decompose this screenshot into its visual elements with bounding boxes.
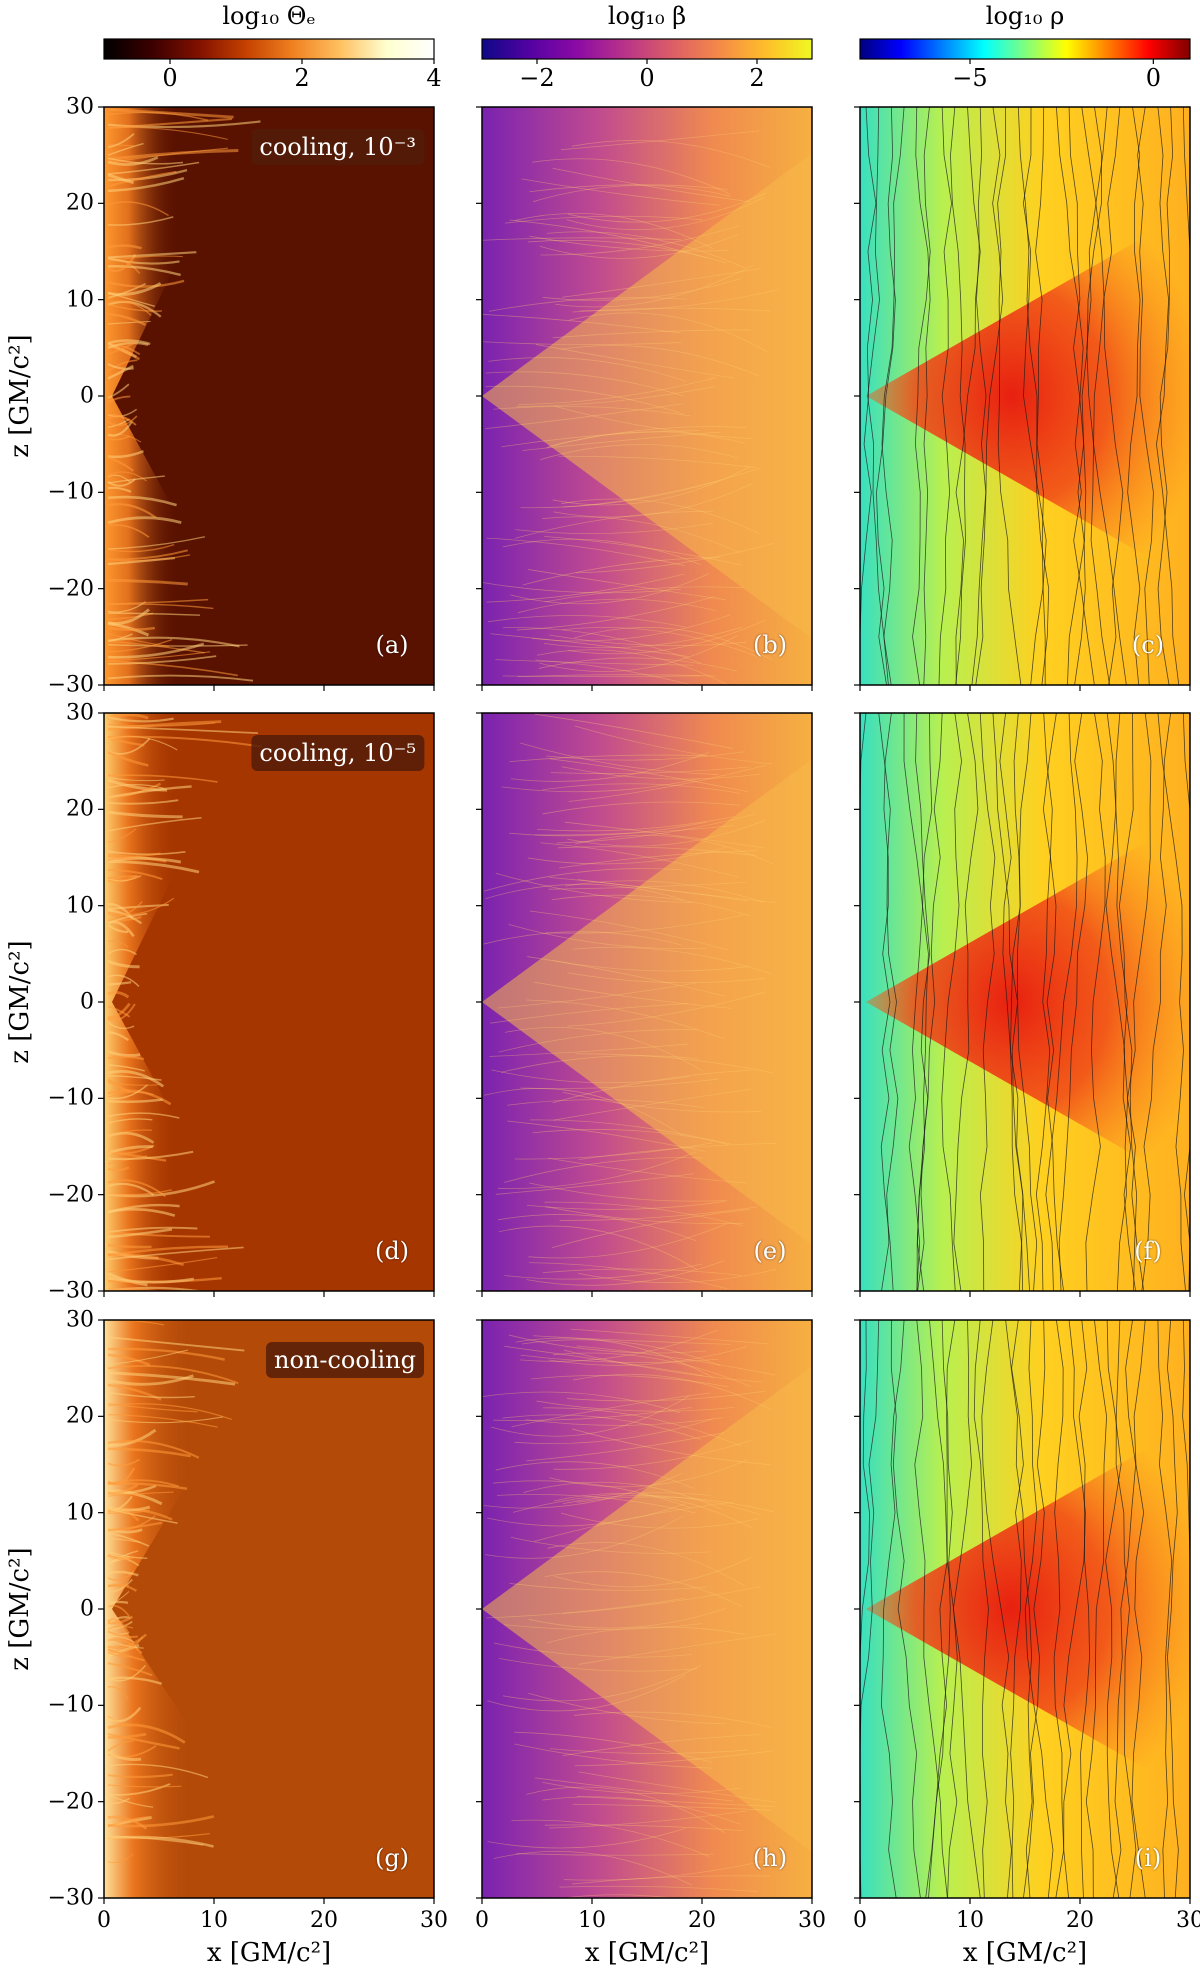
y-tick-label: −10 (47, 1085, 94, 1111)
panel-label: (b) (752, 631, 788, 659)
y-tick-label: 30 (66, 1307, 94, 1333)
colorbar-rho (859, 38, 1191, 60)
x-tick-label: 10 (578, 1908, 606, 1933)
colorbar-beta (481, 38, 813, 60)
y-tick-label: −30 (47, 1278, 94, 1304)
y-tick-label: 20 (66, 190, 94, 216)
panel-label: (d) (374, 1237, 410, 1265)
panel-label: (g) (374, 1844, 410, 1872)
x-tick-label: 20 (688, 1908, 716, 1933)
colorbar-theta (103, 38, 435, 60)
panel-label: (i) (1134, 1844, 1162, 1872)
panel-e (482, 713, 812, 1291)
panel-label: (h) (752, 1844, 788, 1872)
y-tick-label: 20 (66, 796, 94, 822)
x-axis-label: x [GM/c²] (962, 1938, 1088, 1968)
panel-h (482, 1320, 812, 1898)
x-axis-label: x [GM/c²] (206, 1938, 332, 1968)
colorbar-title-theta: log₁₀ Θₑ (222, 2, 316, 30)
panel-label: (e) (753, 1237, 787, 1265)
y-tick-label: 0 (80, 1596, 94, 1622)
y-tick-label: −10 (47, 1692, 94, 1718)
y-tick-label: −30 (47, 672, 94, 698)
panel-i (860, 1320, 1190, 1898)
colorbar-tick-label: 0 (1145, 64, 1161, 92)
colorbar-title-beta: log₁₀ β (607, 2, 687, 30)
row-condition-tag: cooling, 10⁻³ (251, 129, 424, 165)
panel-g (104, 1320, 434, 1898)
x-tick-label: 20 (310, 1908, 338, 1933)
y-tick-label: −20 (47, 1789, 94, 1815)
y-tick-label: 10 (66, 1500, 94, 1526)
y-tick-label: 30 (66, 700, 94, 726)
y-tick-label: 30 (66, 94, 94, 120)
y-axis-label: z [GM/c²] (5, 1547, 35, 1671)
x-axis-label: x [GM/c²] (584, 1938, 710, 1968)
panel-label: (a) (375, 631, 409, 659)
x-tick-label: 10 (200, 1908, 228, 1933)
y-tick-label: 0 (80, 383, 94, 409)
y-axis-label: z [GM/c²] (5, 334, 35, 458)
colorbar-tick-label: 0 (639, 64, 655, 92)
colorbar-tick-label: −5 (952, 64, 988, 92)
row-condition-tag: non-cooling (266, 1342, 424, 1378)
panel-b (482, 107, 812, 685)
colorbar-tick-label: −2 (519, 64, 555, 92)
y-tick-label: 10 (66, 893, 94, 919)
colorbar-tick-label: 4 (426, 64, 442, 92)
y-tick-label: −20 (47, 576, 94, 602)
colorbar-tick-label: 2 (294, 64, 310, 92)
panel-c (860, 107, 1190, 685)
panel-d (104, 713, 434, 1291)
colorbar-tick-label: 2 (749, 64, 765, 92)
y-tick-label: 0 (80, 989, 94, 1015)
colorbar-tick-label: 0 (162, 64, 178, 92)
x-tick-label: 0 (97, 1908, 111, 1933)
x-tick-label: 30 (420, 1908, 448, 1933)
x-tick-label: 0 (853, 1908, 867, 1933)
x-tick-label: 10 (956, 1908, 984, 1933)
y-tick-label: −10 (47, 479, 94, 505)
x-tick-label: 30 (1176, 1908, 1200, 1933)
colorbar-title-rho: log₁₀ ρ (985, 2, 1065, 30)
panel-label: (c) (1131, 631, 1165, 659)
panel-f (860, 713, 1190, 1291)
y-tick-label: 10 (66, 287, 94, 313)
y-tick-label: −20 (47, 1182, 94, 1208)
row-condition-tag: cooling, 10⁻⁵ (251, 735, 424, 771)
y-axis-label: z [GM/c²] (5, 940, 35, 1064)
panel-label: (f) (1134, 1237, 1162, 1265)
x-tick-label: 30 (798, 1908, 826, 1933)
x-tick-label: 0 (475, 1908, 489, 1933)
panel-a (104, 107, 434, 685)
x-tick-label: 20 (1066, 1908, 1094, 1933)
y-tick-label: 20 (66, 1403, 94, 1429)
y-tick-label: −30 (47, 1885, 94, 1911)
